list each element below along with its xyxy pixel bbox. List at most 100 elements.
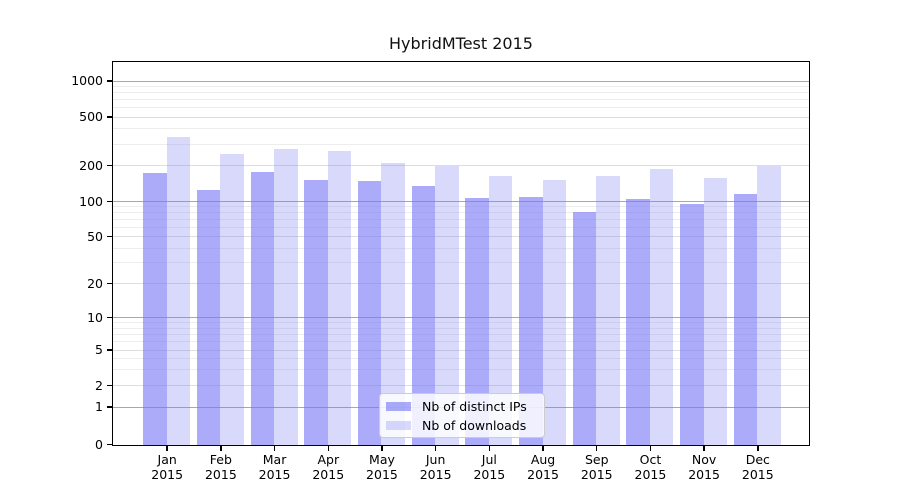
minor-gridline-80 <box>113 212 809 214</box>
minor-gridline-400 <box>113 128 809 130</box>
x-tick-mark-jun <box>434 446 437 451</box>
y-tick-label-50: 50 <box>87 228 103 244</box>
y-tick-mark-1 <box>107 406 112 408</box>
x-tick-mark-dec <box>757 446 759 451</box>
x-tick-label-sep: Sep 2015 <box>580 452 613 482</box>
x-tick-label-jun: Jun 2015 <box>419 452 452 482</box>
x-tick-label-jan: Jan 2015 <box>151 452 184 482</box>
bar-distinct-ips-sep <box>572 211 597 445</box>
minor-gridline-3 <box>113 369 809 371</box>
x-tick-label-oct: Oct 2015 <box>634 452 667 482</box>
y-tick-mark-200 <box>107 164 112 167</box>
gridline-50 <box>113 236 809 238</box>
y-tick-mark-1000 <box>107 80 112 82</box>
bar-distinct-ips-apr <box>304 179 328 445</box>
y-tick-label-0: 0 <box>95 436 103 452</box>
bar-distinct-ips-feb <box>196 190 221 445</box>
x-tick-label-aug: Aug 2015 <box>527 452 559 482</box>
y-tick-mark-100 <box>107 200 112 203</box>
legend-label-downloads: Nb of downloads <box>422 417 527 433</box>
minor-gridline-900 <box>113 86 809 88</box>
minor-gridline-600 <box>113 107 809 109</box>
gridline-500 <box>113 116 809 118</box>
bar-downloads-oct <box>649 169 674 445</box>
y-tick-label-1000: 1000 <box>71 73 103 89</box>
x-tick-label-mar: Mar 2015 <box>258 452 291 482</box>
minor-gridline-4 <box>113 358 809 360</box>
y-tick-mark-500 <box>107 116 112 118</box>
x-tick-mark-sep <box>595 446 598 451</box>
x-tick-mark-may <box>381 446 383 451</box>
legend-label-distinct-ips: Nb of distinct IPs <box>422 398 527 414</box>
chart-title: HybridMTest 2015 <box>389 34 533 53</box>
bar-distinct-ips-oct <box>626 199 650 445</box>
bar-distinct-ips-dec <box>733 194 758 445</box>
bar-downloads-may <box>381 162 405 445</box>
x-tick-mark-mar <box>273 446 276 451</box>
bar-downloads-nov <box>703 178 728 445</box>
x-tick-mark-oct <box>649 446 652 451</box>
x-tick-label-nov: Nov 2015 <box>688 452 721 482</box>
minor-gridline-300 <box>113 143 809 145</box>
legend: Nb of distinct IPs Nb of downloads <box>379 393 545 438</box>
legend-swatch-downloads <box>386 420 411 430</box>
minor-gridline-90 <box>113 206 809 208</box>
y-tick-label-5: 5 <box>95 342 103 358</box>
x-tick-mark-apr <box>327 446 330 451</box>
bar-distinct-ips-jul <box>465 197 489 445</box>
x-tick-label-may: May 2015 <box>366 452 398 482</box>
x-tick-label-apr: Apr 2015 <box>312 452 345 482</box>
y-tick-label-1: 1 <box>95 399 103 415</box>
y-tick-label-500: 500 <box>79 109 103 125</box>
y-tick-mark-10 <box>107 316 112 319</box>
bar-distinct-ips-jan <box>143 173 167 445</box>
bar-downloads-jul <box>488 175 513 445</box>
y-tick-mark-2 <box>107 384 112 387</box>
bar-distinct-ips-mar <box>250 171 275 445</box>
bar-distinct-ips-may <box>357 180 382 445</box>
bar-downloads-mar <box>274 149 298 445</box>
bar-downloads-dec <box>757 165 781 445</box>
y-tick-label-2: 2 <box>95 377 103 393</box>
gridline-1000 <box>113 80 809 82</box>
x-tick-mark-nov <box>703 446 705 451</box>
gridline-5 <box>113 349 809 351</box>
y-tick-label-200: 200 <box>79 157 103 173</box>
bar-distinct-ips-jun <box>411 185 436 445</box>
y-tick-mark-50 <box>107 235 112 238</box>
minor-gridline-30 <box>113 262 809 264</box>
x-tick-mark-jan <box>166 446 168 451</box>
x-tick-label-dec: Dec 2015 <box>741 452 774 482</box>
bar-downloads-apr <box>327 151 352 445</box>
minor-gridline-70 <box>113 219 809 221</box>
minor-gridline-7 <box>113 333 809 335</box>
y-tick-mark-0 <box>107 443 112 446</box>
legend-swatch-distinct-ips <box>386 401 411 411</box>
legend-item-distinct-ips: Nb of distinct IPs <box>386 399 538 414</box>
y-tick-mark-20 <box>107 282 112 285</box>
bar-distinct-ips-aug <box>519 196 543 445</box>
minor-gridline-8 <box>113 327 809 329</box>
minor-gridline-6 <box>113 341 809 343</box>
gridline-20 <box>113 283 809 285</box>
y-tick-label-100: 100 <box>79 193 103 209</box>
legend-item-downloads: Nb of downloads <box>386 418 538 433</box>
bar-downloads-feb <box>220 154 244 445</box>
gridline-10 <box>113 317 809 319</box>
bar-downloads-sep <box>596 176 620 445</box>
gridline-200 <box>113 165 809 167</box>
y-tick-label-10: 10 <box>87 309 103 325</box>
x-tick-mark-jul <box>488 446 491 451</box>
x-tick-mark-feb <box>220 446 222 451</box>
gridline-100 <box>113 201 809 203</box>
bar-downloads-aug <box>542 180 567 445</box>
minor-gridline-800 <box>113 92 809 94</box>
x-tick-mark-aug <box>542 446 544 451</box>
minor-gridline-40 <box>113 247 809 249</box>
bar-downloads-jun <box>435 165 459 445</box>
y-tick-mark-5 <box>107 349 112 351</box>
minor-gridline-9 <box>113 322 809 324</box>
minor-gridline-60 <box>113 226 809 228</box>
x-tick-label-jul: Jul 2015 <box>473 452 506 482</box>
